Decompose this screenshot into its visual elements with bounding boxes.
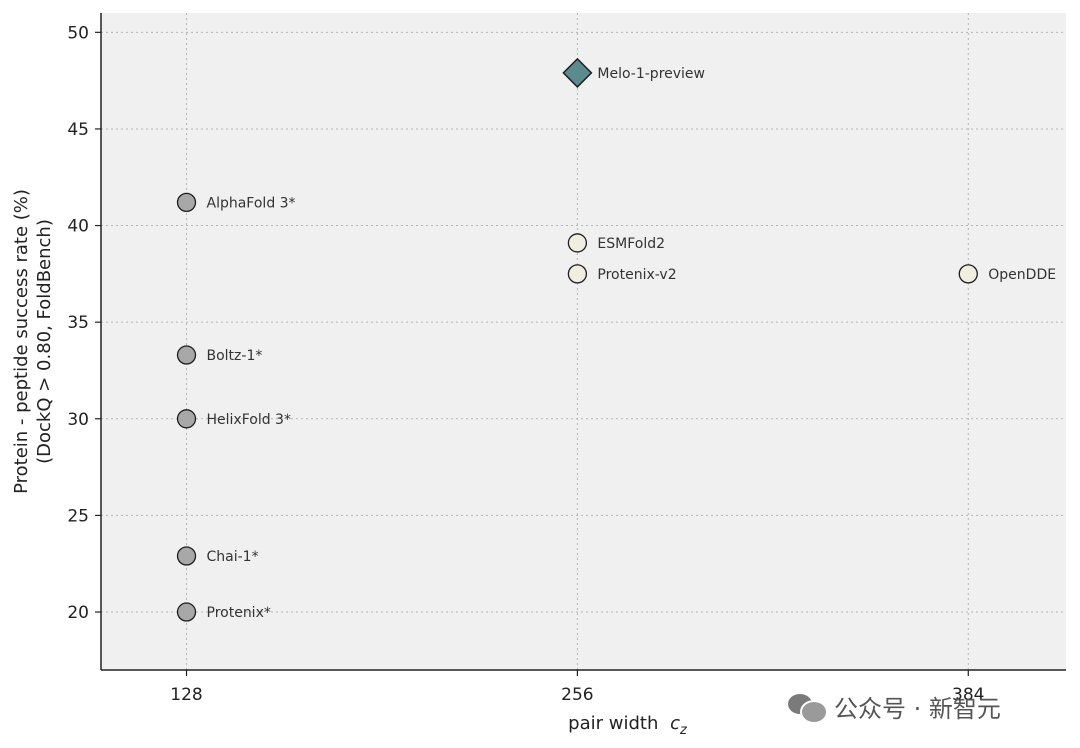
data-point: [567, 264, 588, 284]
x-axis-title-subscript: z: [679, 723, 688, 738]
data-point: [567, 233, 588, 253]
x-axis-title-text: pair width: [568, 713, 658, 734]
point-labels: Melo-1-preview AlphaFold 3* ESMFold2 Proten…: [207, 66, 1057, 621]
x-tick-label: 256: [561, 685, 593, 705]
y-tick-label: 45: [67, 120, 89, 140]
data-point-label: Boltz-1*: [207, 348, 263, 364]
axes: [95, 13, 1066, 676]
data-point: [176, 602, 197, 622]
data-point-label: Protenix*: [207, 605, 271, 621]
tick-labels: 20 25 30 35 40 45 50 128 256 384: [67, 23, 984, 705]
watermark-text: 公众号 · 新智元: [834, 694, 1001, 723]
y-tick-label: 25: [67, 506, 89, 526]
x-tick-label: 128: [170, 685, 202, 705]
data-point: [958, 264, 978, 284]
data-point-diamond: [562, 57, 593, 88]
grid-lines: [101, 13, 1066, 670]
y-tick-label: 50: [67, 23, 89, 43]
x-tick-label: 384: [952, 685, 984, 705]
data-point: [176, 192, 197, 213]
data-point-label: Melo-1-preview: [597, 66, 705, 82]
plot-area: [101, 13, 1066, 670]
y-tick-label: 40: [67, 217, 89, 237]
data-point-label: Chai-1*: [207, 549, 259, 565]
data-point-label: OpenDDE: [988, 267, 1056, 283]
data-points: [176, 57, 978, 622]
y-tick-label: 30: [67, 410, 89, 430]
data-point: [176, 546, 197, 566]
y-axis-title-line1: Protein - peptide success rate (%): [11, 189, 32, 494]
data-point: [176, 409, 197, 429]
wechat-logo-icon: [786, 690, 828, 724]
data-point-label: Protenix-v2: [597, 267, 676, 283]
data-point: [176, 345, 197, 365]
x-axis-title-symbol: c: [670, 713, 680, 734]
watermark: 公众号 · 新智元: [786, 688, 1001, 724]
data-point-label: AlphaFold 3*: [207, 195, 296, 211]
y-axis-title-line2: (DockQ > 0.80, FoldBench): [34, 219, 55, 464]
x-axis-title: pair width cz: [568, 713, 688, 738]
y-tick-label: 20: [67, 603, 89, 623]
data-point-label: ESMFold2: [597, 236, 665, 252]
y-tick-label: 35: [67, 313, 89, 333]
data-point-label: HelixFold 3*: [207, 412, 291, 428]
